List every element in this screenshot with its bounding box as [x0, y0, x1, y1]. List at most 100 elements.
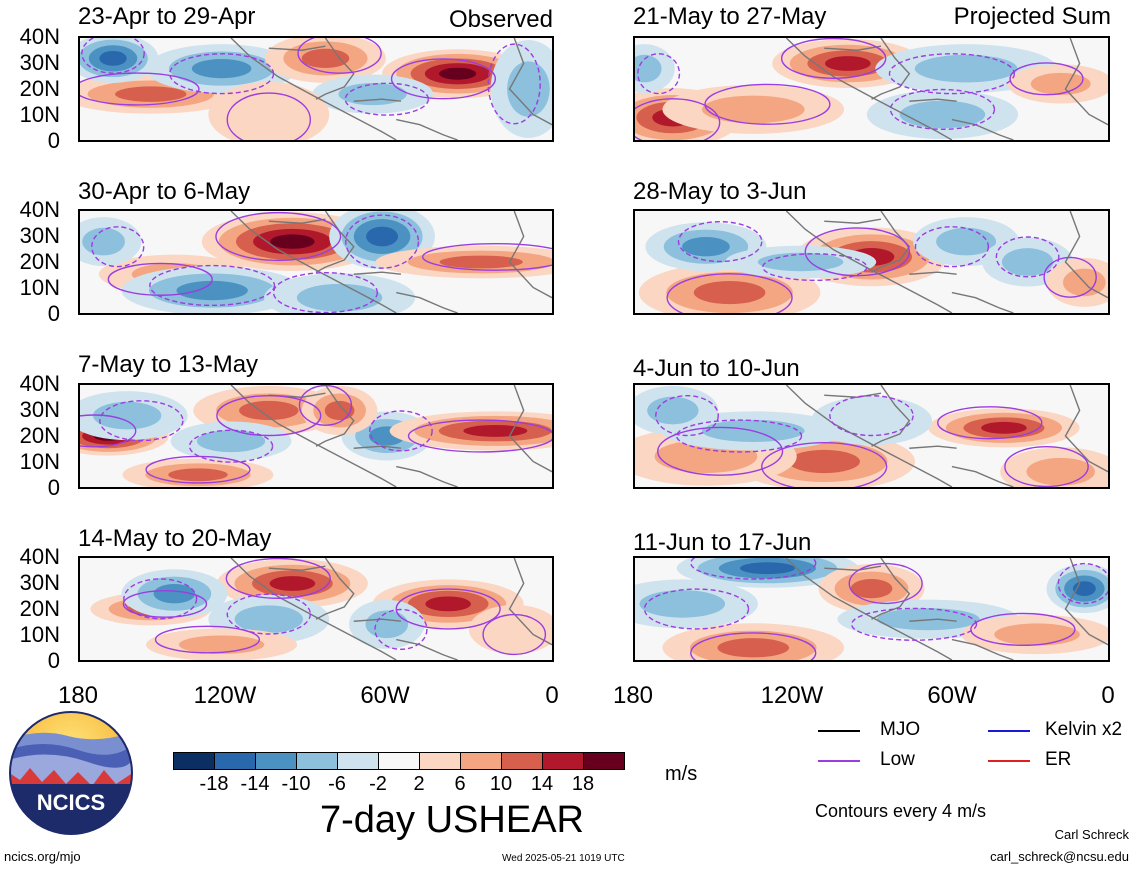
low-contour — [690, 558, 817, 580]
shear-anomaly-shade — [234, 605, 303, 634]
map-field — [80, 558, 552, 660]
low-contour — [374, 608, 428, 650]
low-contour — [149, 264, 276, 307]
shear-anomaly-shade — [717, 638, 790, 658]
x-tick-60w-left: 60W — [360, 682, 410, 709]
legend-line-kelvin — [988, 730, 1030, 732]
low-contour — [297, 38, 382, 74]
y-tick-label: 30N — [19, 397, 60, 422]
legend-line-low — [818, 760, 860, 762]
map-panel-4 — [78, 556, 554, 662]
low-contour — [154, 625, 261, 654]
low-contour — [704, 83, 831, 125]
map-panel-5 — [633, 36, 1110, 142]
low-contour — [107, 262, 213, 296]
colorbar-swatch — [337, 752, 379, 770]
low-contour — [780, 38, 887, 79]
x-tick-0-left: 0 — [545, 682, 559, 709]
legend-label-mjo: MJO — [880, 719, 921, 740]
shear-anomaly-shade — [208, 81, 330, 140]
coastline — [785, 38, 1108, 140]
shear-anomaly-shade — [647, 396, 699, 425]
y-tick-label: 40N — [19, 24, 60, 49]
shear-anomaly-shade — [701, 95, 805, 124]
low-contour — [657, 426, 784, 476]
shear-anomaly-shade — [270, 234, 315, 249]
low-contour — [995, 236, 1060, 278]
shear-anomaly-shade — [914, 54, 1018, 83]
low-contour — [345, 214, 420, 269]
colorbar-tick-label: 18 — [571, 773, 595, 795]
shear-anomaly-shade — [850, 578, 893, 599]
shear-anomaly-shade — [296, 283, 383, 312]
colorbar-tick-label: 6 — [454, 773, 466, 795]
shear-anomaly-shade — [115, 86, 187, 102]
shear-anomaly-shade — [82, 227, 125, 256]
y-tick-label: 40N — [19, 197, 60, 222]
panel-title-4: 14-May to 20-May — [78, 525, 272, 552]
shear-anomaly-shade — [936, 227, 997, 256]
legend-label-kelvin: Kelvin x2 — [1045, 719, 1123, 740]
shear-anomaly-shade — [693, 281, 766, 305]
observed-label: Observed — [448, 6, 553, 33]
legend-label-er: ER — [1045, 749, 1072, 770]
shear-anomaly-shade — [425, 596, 471, 612]
low-contour — [344, 82, 430, 116]
low-contour — [188, 429, 274, 463]
colorbar-tick-label: -10 — [281, 773, 311, 795]
low-contour — [122, 589, 208, 618]
y-tick-label: 0 — [47, 648, 60, 673]
y-tick-label: 0 — [47, 475, 60, 500]
map-field — [635, 558, 1108, 660]
x-tick-180-left: 180 — [57, 682, 99, 709]
low-contour — [666, 273, 793, 313]
shear-anomaly-shade — [196, 430, 266, 453]
colorbar-swatch — [296, 752, 338, 770]
coastline — [230, 211, 552, 313]
legend-label-low: Low — [880, 749, 915, 770]
shear-anomaly-shade — [824, 56, 871, 71]
low-contour — [215, 211, 342, 262]
low-contour — [123, 578, 198, 620]
y-tick-label: 30N — [19, 223, 60, 248]
y-tick-label: 20N — [19, 596, 60, 621]
panel-title-5: 21-May to 27-May — [633, 3, 827, 30]
shear-anomaly-shade — [639, 590, 726, 618]
shear-anomaly-shade — [899, 100, 986, 129]
colorbar-swatch — [214, 752, 256, 770]
colorbar-tick-label: -6 — [328, 773, 346, 795]
y-tick-label: 10N — [19, 102, 60, 127]
y-tick-label: 10N — [19, 622, 60, 647]
x-tick-60w-right: 60W — [927, 682, 977, 709]
panel-title-2: 30-Apr to 6-May — [78, 178, 251, 205]
y-tick-label: 20N — [19, 423, 60, 448]
low-contour — [216, 395, 322, 437]
ncics-logo-text: NCICS — [37, 790, 105, 815]
map-panel-6 — [633, 209, 1110, 315]
y-tick-label: 10N — [19, 275, 60, 300]
low-contour — [298, 385, 353, 426]
colorbar-tick-label: -18 — [199, 773, 229, 795]
low-contour — [1009, 62, 1084, 96]
shear-anomaly-shade — [439, 255, 523, 269]
low-contour — [395, 588, 501, 630]
low-contour — [888, 53, 1016, 95]
low-contour — [850, 607, 978, 641]
low-contour — [677, 221, 763, 263]
low-contour — [272, 272, 379, 313]
y-tick-label: 10N — [19, 449, 60, 474]
low-contour — [655, 395, 719, 437]
low-contour — [487, 43, 541, 125]
low-contour — [761, 442, 888, 487]
map-field — [80, 38, 552, 140]
footer-email: carl_schreck@ncsu.edu — [990, 849, 1129, 864]
x-tick-120w-right: 120W — [760, 682, 824, 709]
low-contour — [804, 227, 911, 277]
shear-anomaly-shade — [338, 83, 407, 106]
shear-anomaly-shade — [365, 610, 409, 639]
shear-anomaly-shade — [93, 401, 162, 430]
low-contour — [168, 53, 275, 95]
colorbar-swatch — [419, 752, 461, 770]
low-contour — [690, 632, 817, 660]
panel-title-1: 23-Apr to 29-Apr — [78, 3, 256, 30]
